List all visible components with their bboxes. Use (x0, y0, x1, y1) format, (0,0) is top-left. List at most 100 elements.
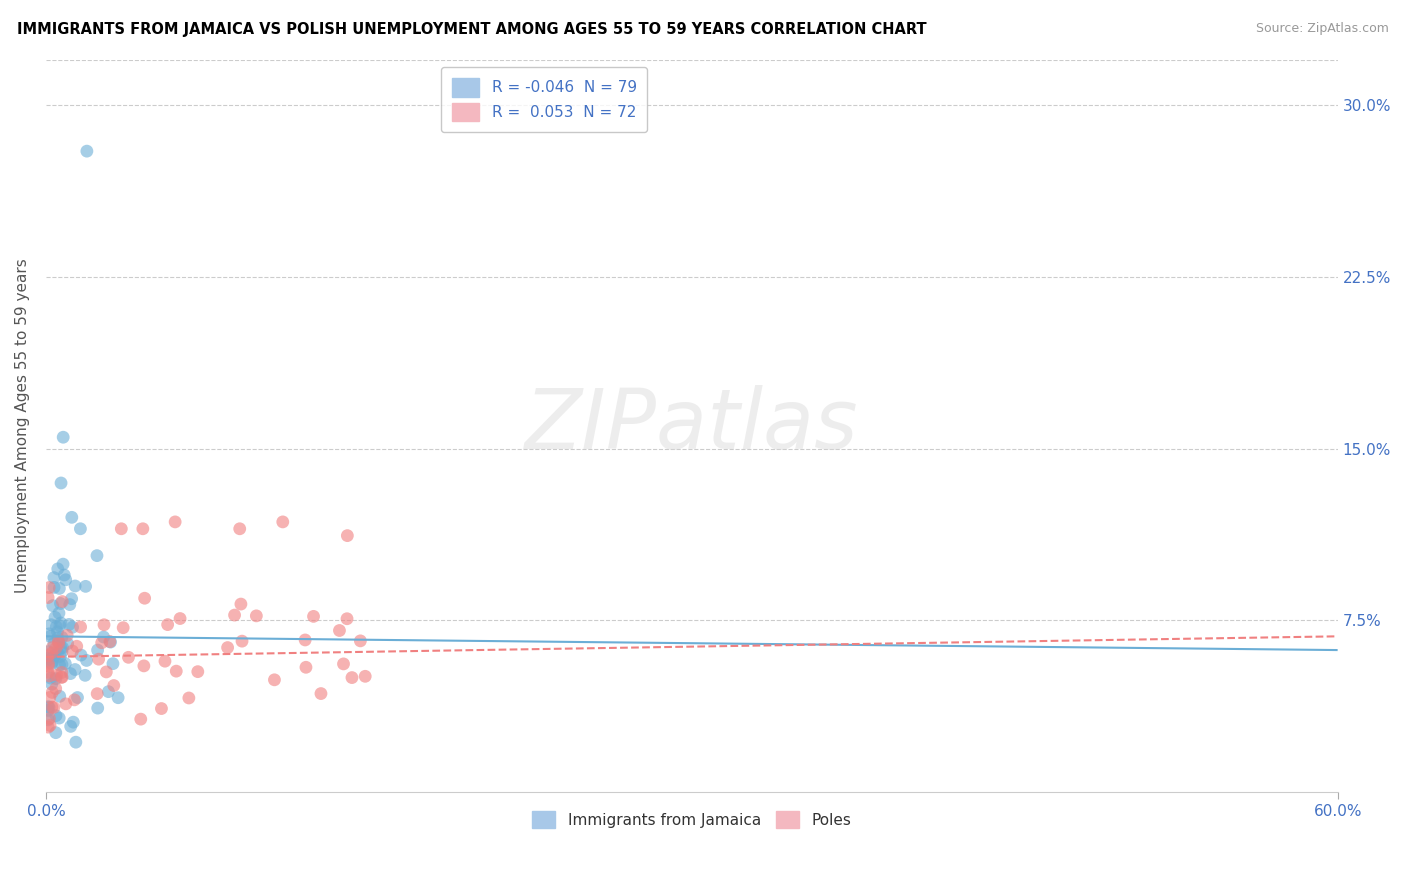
Point (37, 703, 59, 717)
Point (45, 672, 67, 686)
Point (48, 634, 70, 648)
Point (48, 637, 70, 651)
Point (49, 597, 72, 611)
Point (37, 591, 59, 605)
Point (45, 725, 67, 739)
Point (42, 650, 65, 665)
Point (349, 633, 371, 648)
Point (93, 617, 115, 632)
Point (62, 620, 84, 634)
Point (62, 644, 84, 658)
Point (38, 627, 60, 641)
Point (165, 515, 187, 529)
Point (52, 430, 75, 444)
Point (336, 528, 359, 542)
Point (41, 646, 63, 660)
Point (156, 617, 179, 632)
Point (37, 648, 59, 663)
Point (49, 618, 72, 632)
Point (302, 609, 325, 624)
Point (165, 664, 187, 678)
Point (38, 712, 60, 726)
Point (69, 620, 91, 634)
Point (340, 671, 363, 685)
Point (76, 144, 98, 158)
Point (169, 611, 191, 625)
Point (45, 681, 67, 696)
Point (37, 659, 59, 673)
Point (37, 720, 59, 734)
Point (38, 652, 60, 666)
Text: IMMIGRANTS FROM JAMAICA VS POLISH UNEMPLOYMENT AMONG AGES 55 TO 59 YEARS CORRELA: IMMIGRANTS FROM JAMAICA VS POLISH UNEMPL… (17, 22, 927, 37)
Point (217, 640, 239, 655)
Point (52, 557, 75, 571)
Point (228, 522, 250, 536)
Point (55, 697, 77, 711)
Point (86, 687, 108, 701)
Point (53, 568, 76, 582)
Point (46, 631, 69, 645)
Point (328, 624, 350, 638)
Point (63, 663, 86, 677)
Point (112, 621, 135, 635)
Point (37, 699, 59, 714)
Point (231, 634, 253, 648)
Point (87, 652, 110, 666)
Legend: Immigrants from Jamaica, Poles: Immigrants from Jamaica, Poles (524, 804, 859, 836)
Text: Source: ZipAtlas.com: Source: ZipAtlas.com (1256, 22, 1389, 36)
Point (37, 651, 59, 665)
Point (86, 549, 108, 563)
Point (51, 645, 73, 659)
Point (62, 715, 84, 730)
Point (46, 624, 69, 639)
Point (309, 687, 332, 701)
Point (45, 668, 67, 682)
Point (86, 643, 108, 657)
Point (52, 640, 75, 655)
Text: ZIPatlas: ZIPatlas (524, 385, 859, 467)
Point (263, 673, 285, 687)
Point (49, 615, 72, 630)
Point (41, 599, 63, 613)
Point (48, 635, 70, 649)
Point (153, 654, 176, 668)
Point (117, 650, 139, 665)
Point (49, 475, 72, 490)
Point (46, 562, 69, 576)
Point (354, 669, 377, 683)
Point (42, 571, 65, 585)
Point (58, 617, 80, 632)
Point (51, 657, 73, 672)
Point (55, 573, 77, 587)
Point (39, 617, 62, 632)
Point (51, 594, 73, 608)
Point (96, 665, 118, 679)
Point (336, 612, 359, 626)
Point (37, 645, 59, 659)
Point (45, 641, 67, 656)
Point (38, 657, 60, 671)
Point (45, 708, 67, 723)
Point (51, 665, 73, 680)
Point (37, 713, 59, 727)
Point (69, 522, 91, 536)
Point (44, 648, 66, 663)
Point (90, 636, 112, 650)
Point (294, 632, 316, 647)
Point (56, 637, 79, 651)
Point (70, 648, 93, 662)
Point (75, 668, 97, 682)
Point (45, 620, 67, 634)
Point (132, 659, 155, 673)
Point (48, 606, 70, 620)
Point (97, 684, 120, 698)
Point (42, 700, 65, 714)
Point (38, 700, 60, 714)
Point (129, 712, 152, 726)
Point (132, 522, 155, 536)
Point (48, 711, 70, 725)
Point (59, 598, 82, 612)
Point (48, 657, 70, 672)
Point (60, 591, 83, 606)
Point (66, 640, 89, 654)
